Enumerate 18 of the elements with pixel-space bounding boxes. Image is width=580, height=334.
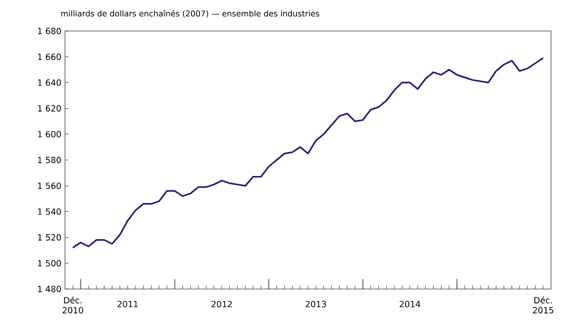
- x-tick-label: 2014: [400, 300, 420, 308]
- y-axis-title: milliards de dollars enchaînés (2007) — ensemble des industries: [61, 10, 320, 18]
- y-tick-label: 1 680: [38, 28, 61, 34]
- x-tick-label: 2013: [306, 300, 326, 308]
- y-tick-label: 1 620: [38, 105, 61, 112]
- y-tick-label: 1 600: [38, 130, 61, 138]
- y-tick-label: 1 640: [38, 79, 61, 86]
- x-tick-label: 2011: [118, 300, 138, 308]
- y-tick-label: 1 660: [38, 54, 61, 60]
- y-tick-label: 1 500: [38, 260, 61, 266]
- x-tick-label: Déc. 2010: [62, 296, 84, 314]
- y-tick-label: 1 580: [38, 156, 61, 164]
- y-tick-label: 1 540: [38, 208, 61, 215]
- y-tick-label: 1 480: [38, 286, 61, 292]
- y-tick-label: 1 520: [38, 234, 61, 241]
- x-tick-label: 2012: [212, 300, 232, 308]
- x-tick-label: Déc. 2015: [532, 296, 554, 314]
- y-tick-label: 1 560: [38, 182, 61, 190]
